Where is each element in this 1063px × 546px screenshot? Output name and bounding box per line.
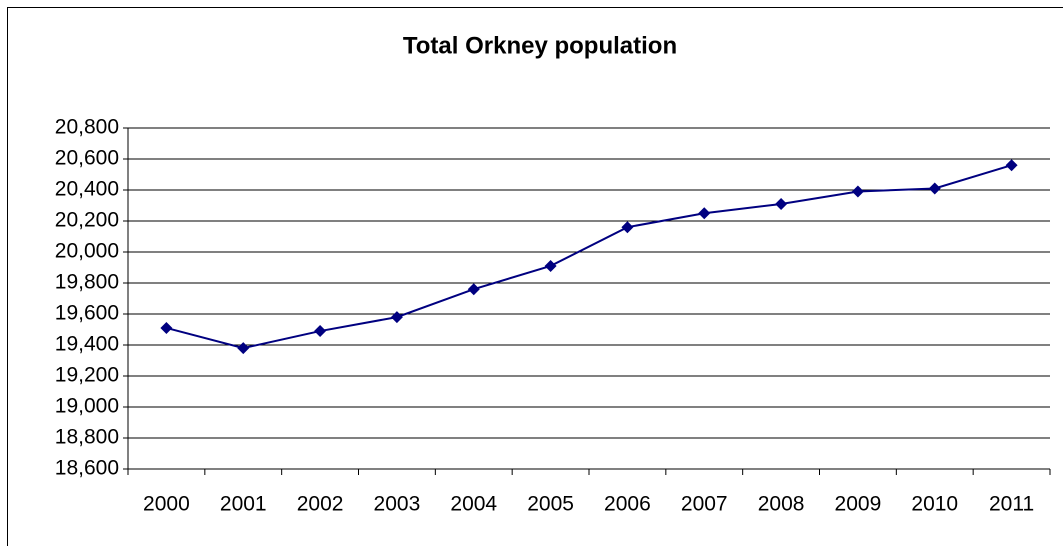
point-marker: [775, 197, 788, 210]
y-tick-label: 19,000: [55, 395, 119, 418]
x-tick-label: 2001: [220, 493, 267, 516]
y-tick-label: 19,200: [55, 364, 119, 387]
x-tick-label: 2003: [374, 493, 421, 516]
x-tick-label: 2002: [297, 493, 344, 516]
x-tick-label: 2004: [450, 493, 497, 516]
point-marker: [698, 207, 711, 220]
x-tick-label: 2007: [681, 493, 728, 516]
y-tick-label: 19,600: [55, 302, 119, 325]
x-tick-label: 2008: [758, 493, 805, 516]
chart-border: [7, 7, 1063, 546]
point-marker: [390, 311, 403, 324]
point-marker: [160, 321, 173, 334]
y-tick-label: 18,800: [55, 426, 119, 449]
y-tick-label: 20,000: [55, 240, 119, 263]
y-tick-label: 20,600: [55, 147, 119, 170]
y-tick-label: 20,800: [55, 116, 119, 139]
chart-title: Total Orkney population: [403, 32, 677, 59]
y-tick-label: 18,600: [55, 457, 119, 480]
point-marker: [928, 182, 941, 195]
y-tick-label: 19,400: [55, 333, 119, 356]
y-tick-label: 20,400: [55, 178, 119, 201]
point-marker: [544, 259, 557, 272]
point-marker: [237, 342, 250, 355]
x-tick-label: 2011: [989, 493, 1034, 516]
x-tick-label: 2006: [604, 493, 651, 516]
y-tick-label: 20,200: [55, 209, 119, 232]
point-marker: [1005, 159, 1018, 172]
x-tick-label: 2000: [143, 493, 190, 516]
point-marker: [467, 283, 480, 296]
point-marker: [621, 221, 634, 234]
x-tick-label: 2005: [527, 493, 574, 516]
point-marker: [851, 185, 864, 198]
x-tick-label: 2010: [911, 493, 958, 516]
y-tick-label: 19,800: [55, 271, 119, 294]
point-marker: [314, 325, 327, 338]
x-tick-label: 2009: [835, 493, 882, 516]
series-line: [166, 164, 1012, 350]
